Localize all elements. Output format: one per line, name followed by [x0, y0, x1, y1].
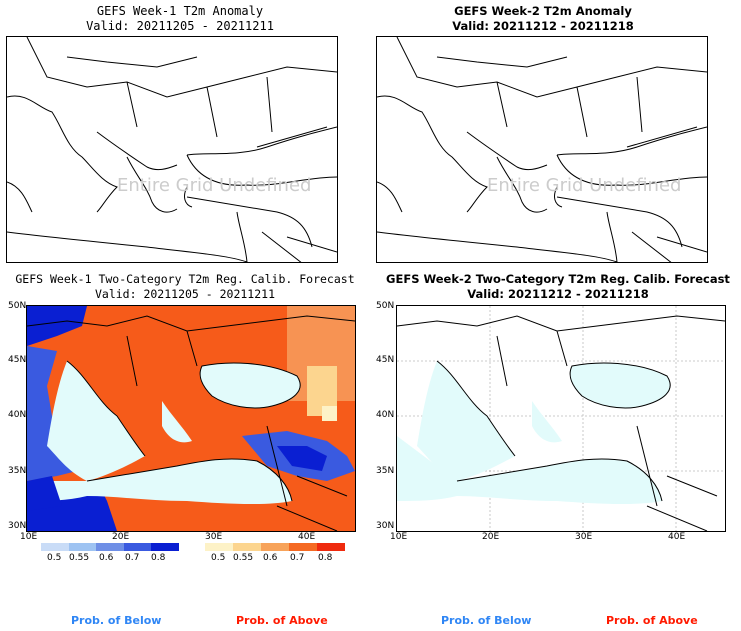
above-bin-1 [205, 543, 233, 551]
above-tick-5: 0.8 [318, 553, 333, 563]
panel2-map: Entire Grid Undefined [376, 36, 708, 263]
below-bin-3 [96, 543, 124, 551]
panel3-lon-20: 20E [112, 532, 130, 542]
above-tick-4: 0.7 [290, 553, 305, 563]
panel3-lon-10: 10E [20, 532, 38, 542]
left-prob-above-label: Prob. of Above [236, 614, 328, 627]
panel4-valid: Valid: 20211212 - 20211218 [467, 287, 649, 301]
above-tick-1: 0.5 [211, 553, 226, 563]
panel4-lat-30: 30N [376, 521, 395, 531]
panel4-title: GEFS Week-2 Two-Category T2m Reg. Calib.… [386, 272, 730, 286]
panel4-lat-35: 35N [376, 466, 395, 476]
panel2-title: GEFS Week-2 T2m Anomaly [454, 4, 632, 18]
panel4-lat-45: 45N [376, 355, 395, 365]
right-prob-below-label: Prob. of Below [441, 614, 532, 627]
panel2-valid: Valid: 20211212 - 20211218 [452, 19, 634, 33]
panel4-lon-40: 40E [668, 532, 686, 542]
panel4-map [396, 305, 726, 532]
panel4-lon-10: 10E [390, 532, 408, 542]
panel3-field [27, 306, 355, 531]
below-bin-2 [68, 543, 97, 551]
above-bin-2 [233, 543, 261, 551]
above-bin-5 [317, 543, 345, 551]
panel4-lon-20: 20E [482, 532, 500, 542]
panel2-watermark: Entire Grid Undefined [487, 175, 682, 196]
panel3-valid: Valid: 20211205 - 20211211 [94, 287, 275, 301]
panel3-lat-45: 45N [8, 355, 27, 365]
below-colorbar [41, 543, 179, 551]
right-prob-above-label: Prob. of Above [606, 614, 698, 627]
below-bin-1 [41, 543, 69, 551]
panel3-lat-35: 35N [8, 466, 27, 476]
panel4-lat-50: 50N [376, 301, 395, 311]
panel3-lon-30: 30E [205, 532, 223, 542]
above-bin-4 [289, 543, 317, 551]
panel1-valid: Valid: 20211205 - 20211211 [86, 19, 274, 33]
panel3-map [26, 305, 356, 532]
panel1-map: Entire Grid Undefined [6, 36, 338, 263]
below-tick-5: 0.8 [151, 553, 166, 563]
panel3-lat-40: 40N [8, 410, 27, 420]
panel3-lat-50: 50N [8, 301, 27, 311]
below-tick-3: 0.6 [99, 553, 114, 563]
panel3-title: GEFS Week-1 Two-Category T2m Reg. Calib.… [15, 272, 355, 286]
above-colorbar [205, 543, 345, 551]
above-tick-3: 0.6 [263, 553, 278, 563]
panel1-title: GEFS Week-1 T2m Anomaly [96, 4, 264, 18]
panel3-lat-30: 30N [8, 521, 27, 531]
below-bin-4 [123, 543, 152, 551]
above-tick-2: 0.55 [233, 553, 254, 563]
below-tick-1: 0.5 [47, 553, 62, 563]
below-tick-2: 0.55 [69, 553, 90, 563]
below-bin-5 [151, 543, 179, 551]
below-tick-4: 0.7 [125, 553, 140, 563]
left-prob-below-label: Prob. of Below [71, 614, 162, 627]
panel1-watermark: Entire Grid Undefined [117, 175, 312, 196]
panel4-field [397, 306, 725, 531]
panel4-lon-30: 30E [575, 532, 593, 542]
above-bin-3 [261, 543, 289, 551]
panel1-coastlines [7, 37, 337, 262]
panel4-lat-40: 40N [376, 410, 395, 420]
panel3-lon-40: 40E [298, 532, 316, 542]
panel2-coastlines [377, 37, 707, 262]
